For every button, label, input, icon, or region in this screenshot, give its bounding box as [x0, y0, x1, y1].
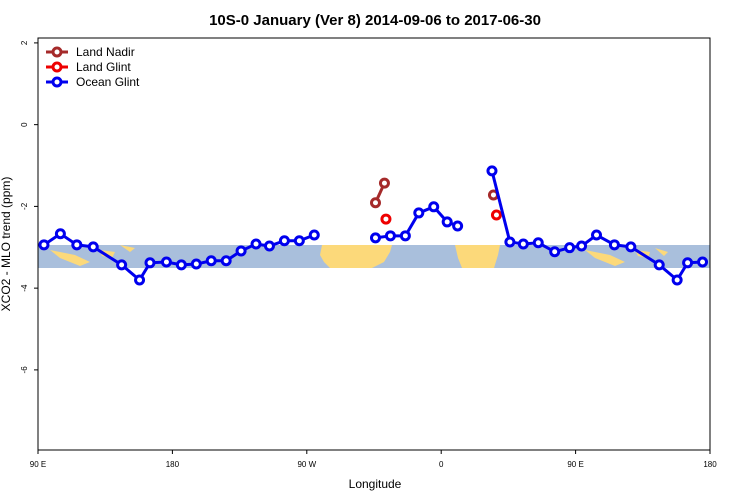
point: [682, 257, 694, 269]
point: [144, 257, 156, 269]
x-tick-label: 0: [439, 460, 444, 469]
point: [441, 216, 453, 228]
point: [38, 239, 50, 251]
point: [54, 228, 66, 240]
x-tick-label: 180: [166, 460, 180, 469]
point: [490, 209, 502, 221]
point: [486, 165, 498, 177]
y-tick-label: -2: [20, 202, 29, 210]
point: [369, 197, 381, 209]
point: [671, 274, 683, 286]
point: [263, 240, 275, 252]
point: [452, 220, 464, 232]
x-tick-label: 180: [703, 460, 717, 469]
point: [116, 259, 128, 271]
y-tick-label: -6: [20, 366, 29, 374]
point: [428, 201, 440, 213]
x-tick-label: 90 E: [30, 460, 46, 469]
legend-marker: [51, 46, 63, 58]
legend-marker: [51, 61, 63, 73]
x-tick-label: 90 W: [297, 460, 316, 469]
point: [250, 238, 262, 250]
map-strip: [38, 245, 710, 268]
point: [235, 245, 247, 257]
point: [278, 235, 290, 247]
x-axis-label: Longitude: [349, 477, 402, 491]
point: [413, 207, 425, 219]
point: [369, 232, 381, 244]
point: [190, 258, 202, 270]
legend-label: Land Glint: [76, 60, 131, 74]
y-axis-label: XCO2 - MLO trend (ppm): [0, 177, 13, 312]
point: [564, 242, 576, 254]
point: [71, 239, 83, 251]
point: [134, 274, 146, 286]
series-line: [375, 183, 493, 203]
point: [293, 235, 305, 247]
point: [591, 229, 603, 241]
point: [399, 230, 411, 242]
point: [175, 259, 187, 271]
plot-frame: [37, 37, 711, 451]
point: [549, 246, 561, 258]
x-tick-label: 90 E: [567, 460, 583, 469]
chart-title: 10S-0 January (Ver 8) 2014-09-06 to 2017…: [209, 12, 541, 29]
y-tick-label: 2: [20, 40, 29, 45]
y-tick-label: -4: [20, 284, 29, 292]
point: [160, 256, 172, 268]
point: [697, 256, 709, 268]
legend-marker: [51, 76, 63, 88]
point: [504, 236, 516, 248]
point: [308, 229, 320, 241]
point: [625, 241, 637, 253]
point: [576, 240, 588, 252]
y-tick-label: 0: [20, 122, 29, 127]
point: [380, 213, 392, 225]
legend-label: Ocean Glint: [76, 75, 140, 89]
point: [653, 259, 665, 271]
point: [517, 238, 529, 250]
point: [220, 255, 232, 267]
point: [205, 255, 217, 267]
legend-label: Land Nadir: [76, 45, 135, 59]
point: [384, 230, 396, 242]
point: [378, 177, 390, 189]
point: [87, 241, 99, 253]
point: [608, 239, 620, 251]
point: [532, 237, 544, 249]
